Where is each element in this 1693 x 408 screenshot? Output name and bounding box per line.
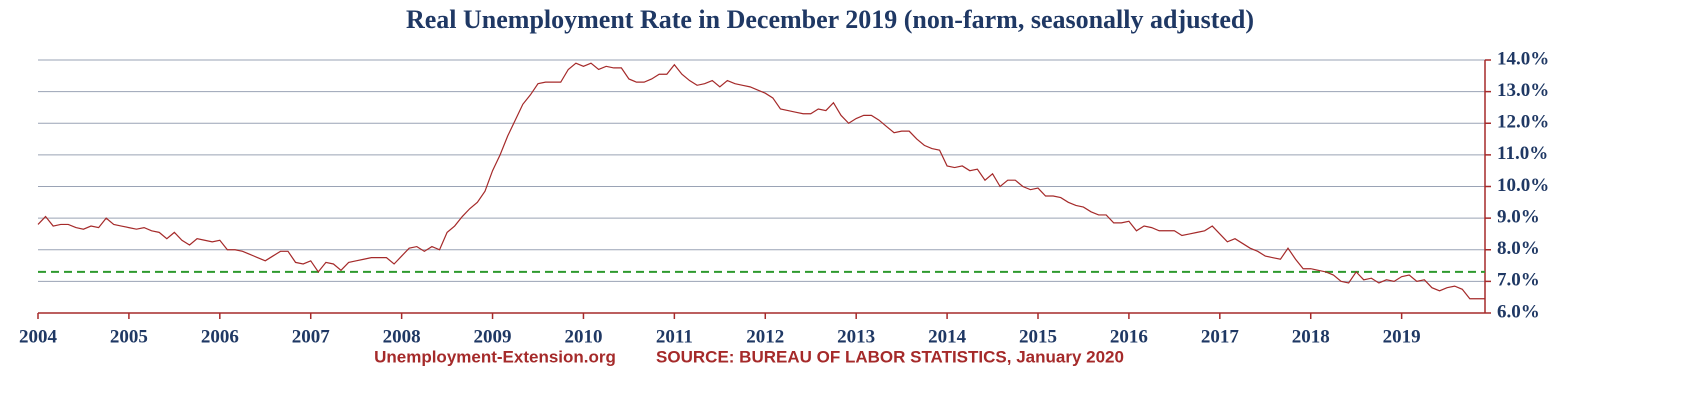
y-tick-label: 10.0%: [1497, 175, 1549, 196]
x-tick-label: 2010: [564, 326, 602, 347]
footer-right: SOURCE: BUREAU OF LABOR STATISTICS, Janu…: [656, 347, 1124, 366]
x-tick-label: 2011: [656, 326, 693, 347]
x-tick-label: 2012: [746, 326, 784, 347]
y-tick-label: 7.0%: [1497, 270, 1540, 291]
x-tick-label: 2019: [1383, 326, 1421, 347]
x-tick-label: 2007: [292, 326, 331, 347]
y-tick-label: 11.0%: [1497, 143, 1548, 164]
x-tick-label: 2005: [110, 326, 148, 347]
y-tick-label: 8.0%: [1497, 238, 1540, 259]
data-line: [37, 62, 1485, 300]
x-tick-label: 2013: [837, 326, 875, 347]
y-tick-label: 13.0%: [1497, 80, 1549, 101]
x-tick-label: 2014: [928, 326, 967, 347]
y-tick-label: 9.0%: [1497, 206, 1540, 227]
y-tick-label: 12.0%: [1497, 112, 1549, 133]
x-tick-label: 2008: [383, 326, 421, 347]
x-tick-label: 2004: [19, 326, 58, 347]
y-tick-label: 6.0%: [1497, 301, 1540, 322]
x-tick-label: 2018: [1292, 326, 1330, 347]
chart-title: Real Unemployment Rate in December 2019 …: [406, 5, 1254, 34]
x-tick-label: 2016: [1110, 326, 1148, 347]
x-tick-label: 2017: [1201, 326, 1240, 347]
x-tick-label: 2009: [474, 326, 512, 347]
x-tick-label: 2015: [1019, 326, 1057, 347]
footer-left: Unemployment-Extension.org: [374, 347, 616, 366]
x-tick-label: 2006: [201, 326, 239, 347]
y-tick-label: 14.0%: [1497, 48, 1549, 69]
